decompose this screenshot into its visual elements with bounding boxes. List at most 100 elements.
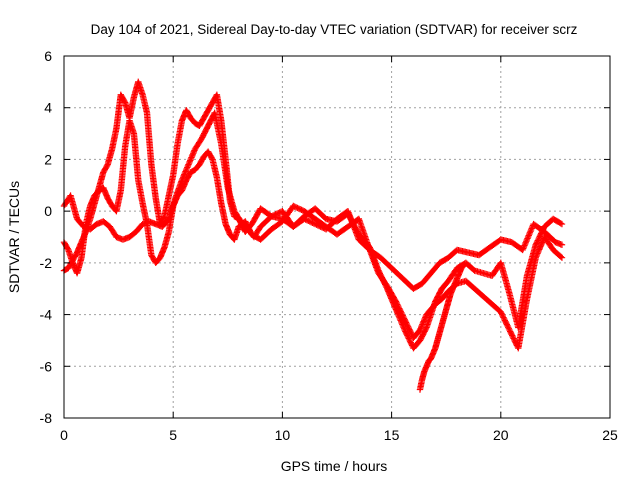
data-point xyxy=(139,91,146,98)
data-point xyxy=(456,270,463,277)
data-point xyxy=(117,91,124,98)
data-point xyxy=(333,231,341,238)
y-tick-label: -8 xyxy=(40,410,53,426)
data-point xyxy=(497,259,504,267)
data-point xyxy=(65,246,72,254)
data-point xyxy=(475,251,483,259)
data-point xyxy=(322,226,330,233)
data-point xyxy=(91,192,98,199)
data-point xyxy=(257,223,264,230)
data-point xyxy=(392,298,400,305)
data-point xyxy=(218,140,225,148)
data-point xyxy=(132,228,140,236)
data-point xyxy=(204,122,212,130)
data-point xyxy=(145,218,153,225)
data-point xyxy=(550,246,557,254)
data-point xyxy=(519,246,526,254)
data-point xyxy=(486,244,494,251)
data-point xyxy=(170,171,177,179)
data-point xyxy=(438,295,446,303)
data-point xyxy=(174,140,181,148)
y-tick-label: 6 xyxy=(44,48,52,64)
data-point xyxy=(515,344,522,352)
data-point xyxy=(187,169,194,176)
data-points xyxy=(60,78,566,393)
data-point xyxy=(117,187,124,194)
data-point xyxy=(183,107,190,114)
y-tick-label: -2 xyxy=(40,255,53,271)
data-point xyxy=(418,376,426,383)
data-point xyxy=(178,117,186,124)
data-point xyxy=(204,148,212,155)
x-tick-label: 10 xyxy=(275,427,291,443)
x-tick-label: 5 xyxy=(169,427,177,443)
data-point xyxy=(443,306,450,313)
data-point xyxy=(78,254,85,261)
data-point xyxy=(148,251,155,259)
data-point xyxy=(322,215,330,223)
data-point xyxy=(333,215,341,223)
data-point xyxy=(165,228,173,236)
data-point xyxy=(106,223,114,230)
data-point xyxy=(423,311,430,318)
data-point xyxy=(73,215,81,223)
data-point xyxy=(552,238,559,246)
data-point xyxy=(290,223,297,230)
data-point xyxy=(148,161,155,168)
data-point xyxy=(438,321,446,329)
series-low-branch xyxy=(416,262,467,393)
x-tick-label: 20 xyxy=(493,427,509,443)
data-point xyxy=(506,326,513,334)
data-point xyxy=(139,220,146,228)
data-point xyxy=(434,337,441,344)
data-point xyxy=(416,337,424,344)
data-point xyxy=(121,143,129,150)
data-point xyxy=(222,220,229,228)
data-point xyxy=(100,218,107,225)
data-point xyxy=(550,215,557,223)
y-tick-label: 4 xyxy=(44,100,52,116)
data-point xyxy=(218,200,225,207)
data-point xyxy=(156,254,164,261)
data-point xyxy=(226,231,234,238)
data-point xyxy=(159,223,166,230)
data-point xyxy=(462,277,470,285)
data-point xyxy=(113,125,120,132)
data-point xyxy=(418,280,426,287)
data-point xyxy=(440,313,448,321)
data-point xyxy=(344,223,352,230)
data-point xyxy=(67,192,74,199)
data-point xyxy=(344,207,352,215)
data-point xyxy=(436,259,443,267)
data-point xyxy=(410,285,417,292)
data-point xyxy=(375,270,382,277)
data-point xyxy=(438,285,446,292)
data-point xyxy=(165,192,173,199)
data-point xyxy=(432,301,439,308)
data-point xyxy=(198,135,205,142)
data-point xyxy=(416,386,424,393)
series-track-3 xyxy=(60,109,566,292)
data-point xyxy=(471,285,478,292)
data-point xyxy=(460,262,467,269)
data-point xyxy=(366,246,373,254)
data-point xyxy=(427,270,435,277)
data-point xyxy=(143,109,151,117)
data-point xyxy=(436,329,443,336)
data-point xyxy=(108,202,116,210)
data-point xyxy=(449,285,456,292)
data-point xyxy=(423,324,430,331)
data-point xyxy=(445,277,452,285)
data-point xyxy=(209,156,216,163)
data-point xyxy=(532,254,539,261)
data-point xyxy=(268,226,275,233)
y-axis-label: SDTVAR / TECUs xyxy=(6,181,22,293)
data-point xyxy=(152,220,159,228)
data-point xyxy=(480,270,487,277)
trace-track-3 xyxy=(61,110,564,292)
data-point xyxy=(388,264,395,272)
data-point xyxy=(104,195,111,202)
data-point xyxy=(196,161,203,168)
data-point xyxy=(152,195,159,202)
data-point xyxy=(237,218,245,225)
